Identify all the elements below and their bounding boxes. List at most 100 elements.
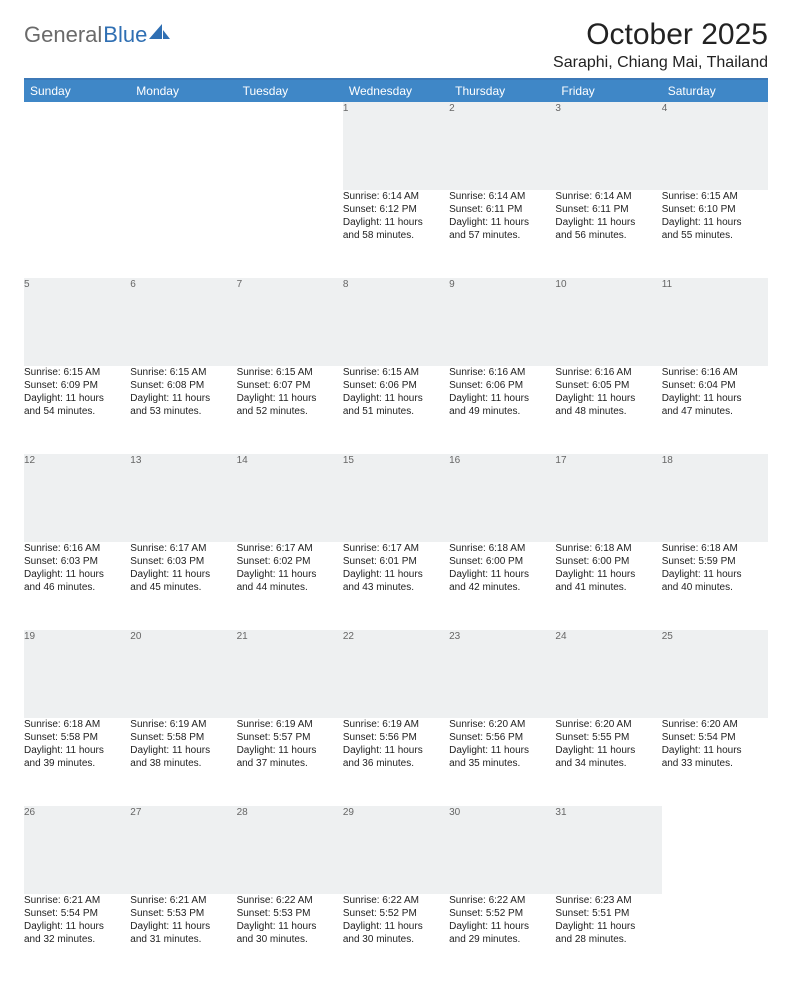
day-cell: Sunrise: 6:17 AMSunset: 6:01 PMDaylight:…: [343, 542, 449, 630]
day2-text: and 51 minutes.: [343, 405, 449, 418]
sunset-text: Sunset: 5:55 PM: [555, 731, 661, 744]
day-number-row: 19202122232425: [24, 630, 768, 718]
sunrise-text: Sunrise: 6:15 AM: [237, 366, 343, 379]
sunset-text: Sunset: 6:00 PM: [555, 555, 661, 568]
sunrise-text: Sunrise: 6:22 AM: [237, 894, 343, 907]
day1-text: Daylight: 11 hours: [237, 920, 343, 933]
day2-text: and 39 minutes.: [24, 757, 130, 770]
day-cell: Sunrise: 6:18 AMSunset: 6:00 PMDaylight:…: [449, 542, 555, 630]
sunrise-text: Sunrise: 6:15 AM: [662, 190, 768, 203]
day-number: 12: [24, 454, 130, 542]
sunset-text: Sunset: 6:06 PM: [449, 379, 555, 392]
day-number: 29: [343, 806, 449, 894]
sunset-text: Sunset: 6:08 PM: [130, 379, 236, 392]
sunset-text: Sunset: 5:51 PM: [555, 907, 661, 920]
col-saturday: Saturday: [662, 80, 768, 102]
day-number-row: 1234: [24, 102, 768, 190]
day-number: 27: [130, 806, 236, 894]
day2-text: and 54 minutes.: [24, 405, 130, 418]
day1-text: Daylight: 11 hours: [449, 920, 555, 933]
sunrise-text: Sunrise: 6:18 AM: [449, 542, 555, 555]
sunset-text: Sunset: 5:59 PM: [662, 555, 768, 568]
day-number: 11: [662, 278, 768, 366]
sunset-text: Sunset: 6:03 PM: [130, 555, 236, 568]
sunrise-text: Sunrise: 6:15 AM: [130, 366, 236, 379]
day-cell: Sunrise: 6:22 AMSunset: 5:52 PMDaylight:…: [449, 894, 555, 982]
sunrise-text: Sunrise: 6:17 AM: [237, 542, 343, 555]
day-number: 19: [24, 630, 130, 718]
day-cell: Sunrise: 6:18 AMSunset: 5:59 PMDaylight:…: [662, 542, 768, 630]
day1-text: Daylight: 11 hours: [130, 392, 236, 405]
day2-text: and 42 minutes.: [449, 581, 555, 594]
day-number: 21: [237, 630, 343, 718]
day2-text: and 57 minutes.: [449, 229, 555, 242]
sunset-text: Sunset: 6:06 PM: [343, 379, 449, 392]
day-cell: Sunrise: 6:16 AMSunset: 6:05 PMDaylight:…: [555, 366, 661, 454]
day-cell: Sunrise: 6:16 AMSunset: 6:03 PMDaylight:…: [24, 542, 130, 630]
day-cell: Sunrise: 6:20 AMSunset: 5:55 PMDaylight:…: [555, 718, 661, 806]
day-cell: Sunrise: 6:15 AMSunset: 6:10 PMDaylight:…: [662, 190, 768, 278]
day-detail-row: Sunrise: 6:14 AM Sunset: 6:12 PM Daylight:…: [24, 190, 768, 278]
day2-text: and 30 minutes.: [343, 933, 449, 946]
sunrise-text: Sunrise: 6:15 AM: [24, 366, 130, 379]
day2-text: and 35 minutes.: [449, 757, 555, 770]
day1-text: Daylight: 11 hours: [130, 744, 236, 757]
day-cell: Sunrise: 6:15 AMSunset: 6:08 PMDaylight:…: [130, 366, 236, 454]
logo: General Blue: [24, 22, 171, 48]
day-detail-row: Sunrise: 6:15 AMSunset: 6:09 PMDaylight:…: [24, 366, 768, 454]
day1-text: Daylight: 11 hours: [24, 920, 130, 933]
day1-text: Daylight: 11 hours: [662, 216, 768, 229]
day2-text: and 33 minutes.: [662, 757, 768, 770]
day-number: 4: [662, 102, 768, 190]
sunrise-text: Sunrise: 6:19 AM: [343, 718, 449, 731]
day-cell: Sunrise: 6:16 AMSunset: 6:04 PMDaylight:…: [662, 366, 768, 454]
day-cell: Sunrise: 6:15 AMSunset: 6:06 PMDaylight:…: [343, 366, 449, 454]
day1-text: Daylight: 11 hours: [555, 920, 661, 933]
day-cell: Sunrise: 6:18 AMSunset: 6:00 PMDaylight:…: [555, 542, 661, 630]
day2-text: and 30 minutes.: [237, 933, 343, 946]
day-number: 13: [130, 454, 236, 542]
sunset-text: Sunset: 5:52 PM: [343, 907, 449, 920]
day1-text: Daylight: 11 hours: [555, 216, 661, 229]
day-cell: Sunrise: 6:19 AMSunset: 5:56 PMDaylight:…: [343, 718, 449, 806]
logo-word-1: General: [24, 22, 102, 48]
day-cell: Sunrise: 6:22 AMSunset: 5:53 PMDaylight:…: [237, 894, 343, 982]
sunset-text: Sunset: 6:12 PM: [343, 203, 449, 216]
day2-text: and 40 minutes.: [662, 581, 768, 594]
day2-text: and 31 minutes.: [130, 933, 236, 946]
sunset-text: Sunset: 6:11 PM: [555, 203, 661, 216]
day-number: 5: [24, 278, 130, 366]
sunrise-text: Sunrise: 6:16 AM: [449, 366, 555, 379]
sunset-text: Sunset: 6:03 PM: [24, 555, 130, 568]
day1-text: Daylight: 11 hours: [555, 568, 661, 581]
day1-text: Daylight: 11 hours: [343, 568, 449, 581]
day2-text: and 28 minutes.: [555, 933, 661, 946]
day-number: 22: [343, 630, 449, 718]
day-number: [24, 102, 130, 190]
day2-text: and 43 minutes.: [343, 581, 449, 594]
day-number: 16: [449, 454, 555, 542]
day2-text: and 58 minutes.: [343, 229, 449, 242]
day-cell: Sunrise: 6:19 AMSunset: 5:58 PMDaylight:…: [130, 718, 236, 806]
day2-text: and 49 minutes.: [449, 405, 555, 418]
day2-text: and 46 minutes.: [24, 581, 130, 594]
day-cell: [237, 190, 343, 278]
col-tuesday: Tuesday: [237, 80, 343, 102]
sunset-text: Sunset: 5:53 PM: [130, 907, 236, 920]
day1-text: Daylight: 11 hours: [343, 920, 449, 933]
day-number: 20: [130, 630, 236, 718]
day-number: 8: [343, 278, 449, 366]
day-number: 1: [343, 102, 449, 190]
day-number: 25: [662, 630, 768, 718]
day-number: 18: [662, 454, 768, 542]
day2-text: and 56 minutes.: [555, 229, 661, 242]
col-monday: Monday: [130, 80, 236, 102]
day-number: 10: [555, 278, 661, 366]
sunset-text: Sunset: 6:01 PM: [343, 555, 449, 568]
sunrise-text: Sunrise: 6:14 AM: [555, 190, 661, 203]
sunrise-text: Sunrise: 6:21 AM: [130, 894, 236, 907]
day1-text: Daylight: 11 hours: [24, 568, 130, 581]
logo-sail-icon: [149, 22, 171, 40]
day-number: 2: [449, 102, 555, 190]
day-number: 15: [343, 454, 449, 542]
